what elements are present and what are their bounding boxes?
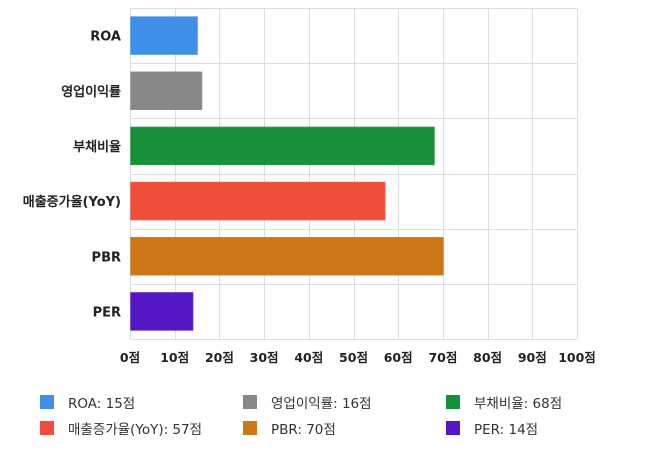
- x-tick-label: 60점: [384, 350, 413, 365]
- bar: [130, 237, 444, 276]
- bar: [130, 71, 203, 110]
- x-tick-label: 30점: [250, 350, 279, 365]
- grid-lines: [130, 8, 578, 340]
- legend-label: 부채비율: 68점: [474, 396, 563, 412]
- x-axis-tick-labels: 0점 10점 20점 30점 40점 50점 60점 70점 80점 90점 100점: [120, 350, 596, 365]
- x-tick-label: 70점: [428, 350, 457, 365]
- category-label: 매출증가율(YoY): [23, 194, 121, 210]
- category-label: PER: [93, 305, 121, 320]
- bar: [130, 126, 435, 166]
- category-label: PBR: [92, 250, 121, 265]
- bar: [130, 292, 194, 331]
- bars: [130, 16, 444, 331]
- legend-swatch: [243, 421, 257, 435]
- bar: [130, 16, 198, 55]
- legend-item: ROA: 15점: [40, 392, 135, 412]
- bar: [130, 181, 386, 221]
- x-tick-label: 20점: [205, 350, 234, 365]
- category-label: 부채비율: [73, 139, 121, 155]
- legend-swatch: [243, 395, 257, 409]
- legend-label: 매출증가율(YoY): 57점: [68, 422, 203, 438]
- legend-swatch: [446, 421, 460, 435]
- legend-item: PBR: 70점: [243, 418, 336, 438]
- x-tick-label: 10점: [160, 350, 189, 365]
- legend-item: 매출증가율(YoY): 57점: [40, 418, 202, 438]
- legend-swatch: [446, 395, 460, 409]
- x-tick-label: 80점: [473, 350, 502, 365]
- legend-label: PBR: 70점: [271, 422, 336, 438]
- x-tick-label: 100점: [558, 350, 596, 365]
- x-tick-label: 90점: [518, 350, 547, 365]
- legend-label: PER: 14점: [474, 422, 539, 438]
- category-label: 영업이익률: [61, 84, 121, 100]
- legend-label: ROA: 15점: [68, 396, 136, 412]
- x-tick-label: 0점: [120, 350, 140, 365]
- category-label: ROA: [90, 30, 121, 45]
- x-tick-label: 40점: [294, 350, 323, 365]
- legend-swatch: [40, 421, 54, 435]
- legend-item: PER: 14점: [446, 418, 538, 438]
- x-tick-label: 50점: [339, 350, 368, 365]
- legend-item: 영업이익률: 16점: [243, 392, 372, 412]
- legend-label: 영업이익률: 16점: [271, 396, 372, 412]
- legend-item: 부채비율: 68점: [446, 392, 562, 412]
- legend-swatch: [40, 395, 54, 409]
